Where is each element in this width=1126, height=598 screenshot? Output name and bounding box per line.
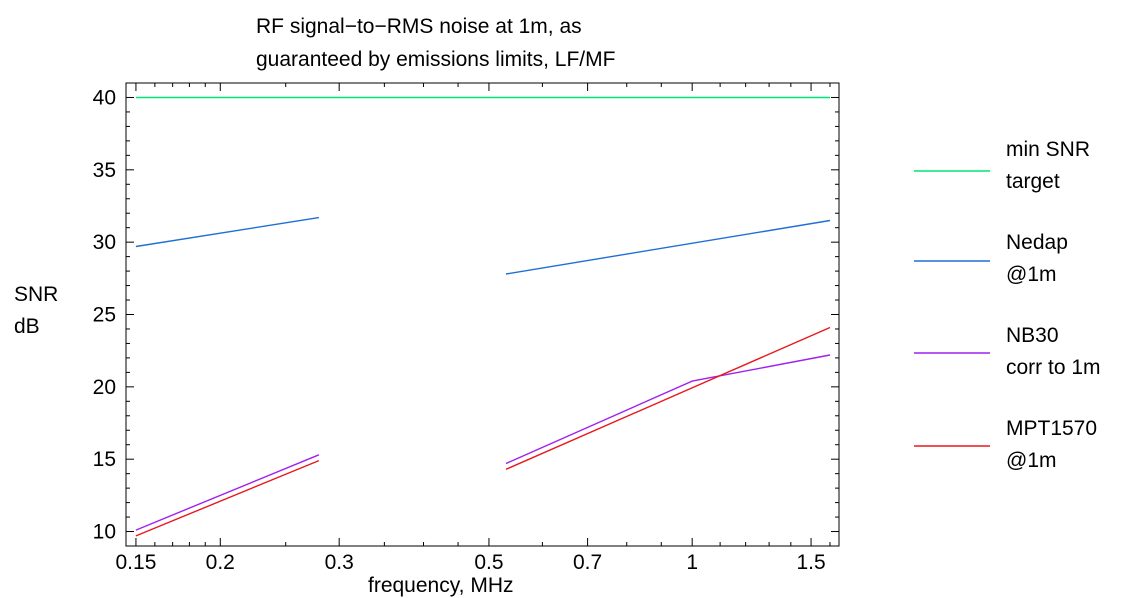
axes: 10 15 20 25 30 35 40 0.15 0.2 0.3 0.5 0.7 1 1.5: [93, 82, 839, 574]
x-tick-label: 1.5: [796, 551, 825, 574]
y-axis-label-line-2: dB: [14, 315, 40, 338]
y-tick-label: 10: [93, 521, 116, 544]
y-tick-label: 20: [93, 376, 116, 399]
series-2-segment-0-line: [135, 454, 320, 531]
x-tick-label: 0.5: [474, 551, 503, 574]
x-tick-label: 0.2: [206, 551, 235, 574]
series-3-segment-0-line: [135, 459, 320, 537]
y-tick-label: 40: [93, 86, 116, 109]
legend-label-mpt1570-line-1: MPT1570: [1006, 417, 1098, 440]
legend-label-nb30-line-1: NB30: [1006, 324, 1059, 347]
x-tick-label: 0.15: [116, 551, 157, 574]
x-tick-label: 1: [686, 551, 698, 574]
x-tick-label: 0.3: [325, 551, 354, 574]
legend-label-mpt1570-line-2: @1m: [1006, 449, 1057, 472]
y-tick-label: 30: [93, 231, 116, 254]
series-2-segment-1-line: [505, 354, 831, 465]
y-tick-label: 15: [93, 448, 116, 471]
legend-label-min-snr-line-1: min SNR: [1006, 138, 1091, 161]
y-axis-label-line-1: SNR: [14, 283, 59, 306]
series-3-segment-1-line: [505, 326, 831, 470]
series-1-segment-1-line: [505, 219, 831, 275]
legend-label-nedap-line-2: @1m: [1006, 263, 1057, 286]
chart-title-line-2: guaranteed by emissions limits, LF/MF: [256, 48, 616, 71]
y-tick-label: 35: [93, 159, 116, 182]
chart-title-line-1: RF signal−to−RMS noise at 1m, as: [256, 15, 582, 38]
legend-label-nedap-line-1: Nedap: [1006, 231, 1068, 254]
series-layer: [135, 96, 831, 537]
plot-frame: [125, 82, 840, 547]
legend-label-min-snr-line-2: target: [1006, 170, 1060, 193]
x-axis-label: frequency, MHz: [368, 574, 514, 597]
x-tick-label: 0.7: [573, 551, 602, 574]
legend: [914, 170, 990, 447]
y-tick-label: 25: [93, 304, 116, 327]
legend-label-nb30-line-2: corr to 1m: [1006, 356, 1101, 379]
series-1-segment-0-line: [135, 216, 320, 248]
